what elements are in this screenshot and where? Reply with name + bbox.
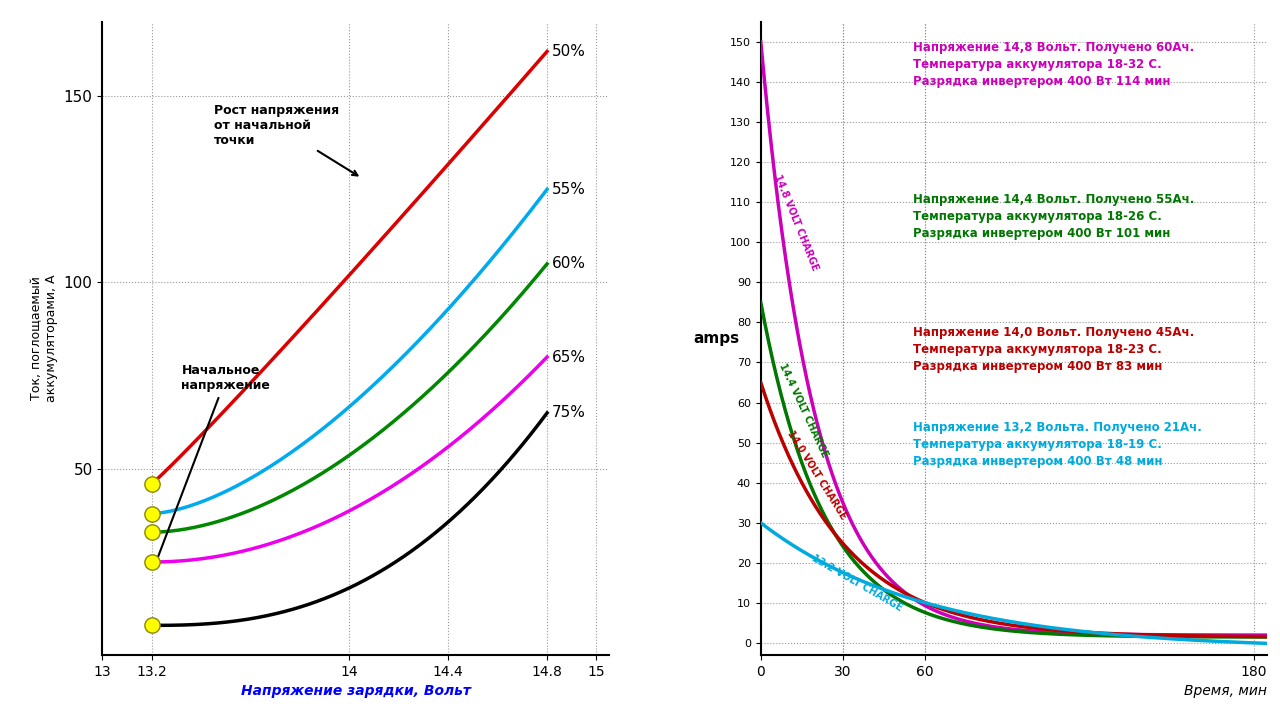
Text: Напряжение 14,4 Вольт. Получено 55Ач.
Температура аккумулятора 18-26 С.
Разрядка: Напряжение 14,4 Вольт. Получено 55Ач. Те… (913, 193, 1194, 240)
Text: 55%: 55% (552, 182, 586, 197)
Text: 14.4 VOLT CHARGE: 14.4 VOLT CHARGE (777, 362, 829, 459)
X-axis label: Напряжение зарядки, Вольт: Напряжение зарядки, Вольт (241, 685, 471, 698)
Text: 65%: 65% (552, 349, 586, 364)
Y-axis label: Ток, поглощаемый
аккумуляторами, А: Ток, поглощаемый аккумуляторами, А (31, 274, 59, 402)
Text: Рост напряжения
от начальной
точки: Рост напряжения от начальной точки (214, 104, 357, 176)
Text: 14.0 VOLT CHARGE: 14.0 VOLT CHARGE (786, 428, 849, 521)
Text: Напряжение 13,2 Вольта. Получено 21Ач.
Температура аккумулятора 18-19 С.
Разрядк: Напряжение 13,2 Вольта. Получено 21Ач. Т… (913, 420, 1202, 468)
Text: 14.8 VOLT CHARGE: 14.8 VOLT CHARGE (772, 173, 819, 271)
X-axis label: Время, мин: Время, мин (1184, 685, 1267, 698)
Y-axis label: amps: amps (692, 331, 739, 346)
Text: Начальное
напряжение: Начальное напряжение (154, 364, 270, 568)
Text: 75%: 75% (552, 405, 586, 420)
Text: Напряжение 14,0 Вольт. Получено 45Ач.
Температура аккумулятора 18-23 С.
Разрядка: Напряжение 14,0 Вольт. Получено 45Ач. Те… (913, 325, 1194, 373)
Text: 13.2 VOLT CHARGE: 13.2 VOLT CHARGE (810, 553, 904, 613)
Text: 50%: 50% (552, 44, 586, 59)
Text: Напряжение 14,8 Вольт. Получено 60Ач.
Температура аккумулятора 18-32 С.
Разрядка: Напряжение 14,8 Вольт. Получено 60Ач. Те… (913, 40, 1194, 88)
Text: 60%: 60% (552, 256, 586, 271)
